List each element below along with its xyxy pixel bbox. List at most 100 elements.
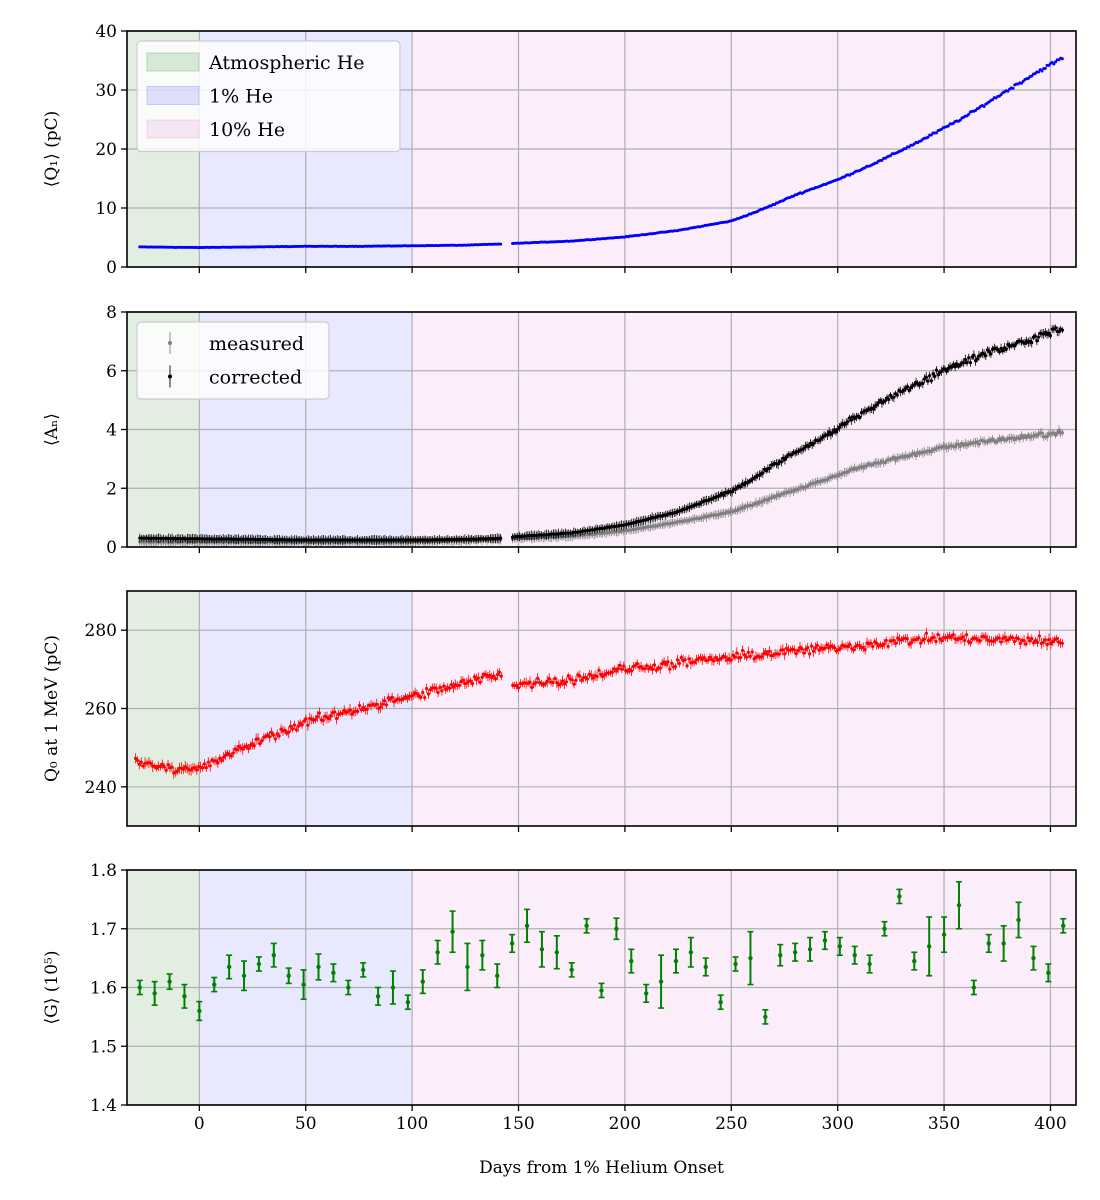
data-point — [356, 709, 360, 714]
data-point — [742, 653, 747, 657]
data-point — [214, 759, 218, 763]
data-point — [1046, 970, 1051, 976]
data-point — [965, 633, 969, 637]
data-point — [1060, 431, 1064, 435]
data-point — [434, 686, 438, 690]
data-point — [1036, 335, 1041, 339]
data-point — [246, 746, 251, 751]
y-axis-label: ⟨G⟩ (10⁵) — [42, 951, 62, 1025]
data-point — [269, 730, 274, 734]
data-point — [1013, 344, 1017, 348]
data-point — [1057, 330, 1061, 334]
data-point — [584, 923, 589, 929]
data-point — [956, 903, 962, 908]
data-point — [1026, 433, 1030, 437]
data-point — [499, 674, 503, 678]
data-point — [972, 353, 976, 357]
data-point — [492, 674, 496, 678]
data-point — [912, 958, 917, 964]
data-point — [382, 699, 387, 703]
data-point — [202, 762, 207, 766]
data-point — [375, 702, 379, 706]
data-point — [1045, 643, 1049, 647]
data-point — [208, 764, 212, 768]
data-point — [306, 723, 310, 727]
data-point — [137, 762, 141, 767]
data-point — [767, 649, 771, 653]
data-point — [206, 760, 210, 764]
data-point — [848, 416, 852, 420]
data-point — [380, 702, 385, 706]
legend-entry-label: 1% He — [209, 86, 273, 108]
data-point — [658, 666, 662, 670]
data-point — [883, 399, 887, 403]
data-point — [260, 739, 264, 743]
data-point — [975, 440, 979, 444]
data-point — [1011, 86, 1015, 90]
data-point — [962, 361, 966, 365]
data-point — [440, 689, 444, 693]
data-point — [703, 964, 708, 970]
data-point — [739, 485, 743, 489]
data-point — [515, 683, 519, 688]
data-point — [1024, 642, 1028, 646]
data-point — [160, 762, 164, 766]
data-point — [718, 999, 723, 1005]
data-point — [359, 708, 364, 712]
data-point — [733, 655, 737, 659]
data-point — [618, 663, 622, 668]
data-point — [746, 650, 750, 655]
data-point — [857, 644, 861, 648]
data-point — [162, 764, 166, 769]
data-point — [1016, 637, 1020, 641]
data-point — [442, 684, 446, 688]
data-point — [968, 641, 973, 645]
data-point — [748, 654, 752, 658]
data-point — [585, 677, 590, 681]
y-tick-label: 30 — [95, 81, 117, 101]
data-point — [658, 979, 664, 984]
legend-entry-label: measured — [209, 333, 304, 355]
data-point — [776, 462, 780, 466]
data-point — [978, 639, 982, 643]
series-group — [138, 56, 1064, 250]
panel-an: 0 2 4 6 8 ⟨Aₙ⟩ measured corrected — [42, 303, 1077, 558]
data-point — [748, 955, 753, 961]
y-tick-label: 1.6 — [90, 979, 117, 999]
data-point — [871, 407, 876, 411]
data-point — [534, 680, 538, 685]
data-point — [875, 641, 879, 646]
data-point — [779, 460, 784, 464]
legend-entry-label: Atmospheric He — [208, 52, 365, 74]
data-point — [673, 958, 679, 964]
x-tick-label: 300 — [821, 1114, 853, 1134]
data-point — [991, 98, 995, 102]
data-point — [226, 964, 232, 970]
data-point — [599, 988, 604, 993]
data-point — [949, 635, 953, 639]
data-point — [616, 667, 620, 671]
y-tick-label: 2 — [106, 479, 117, 499]
y-tick-label: 280 — [85, 621, 117, 641]
data-point — [275, 732, 279, 736]
data-point — [476, 676, 480, 680]
data-point — [231, 751, 235, 755]
data-point — [783, 652, 787, 656]
data-point — [830, 431, 835, 435]
data-point — [936, 373, 940, 377]
data-point — [461, 678, 465, 682]
data-point — [1031, 955, 1036, 961]
data-point — [329, 714, 333, 718]
data-point — [629, 669, 634, 673]
data-point — [478, 680, 482, 684]
data-point — [892, 455, 896, 460]
data-point — [267, 735, 272, 739]
data-point — [897, 894, 902, 899]
data-point — [875, 403, 879, 407]
data-point — [733, 961, 738, 967]
data-point — [792, 950, 798, 955]
series-group — [133, 627, 1064, 779]
data-point — [223, 753, 228, 757]
data-point — [731, 653, 735, 657]
